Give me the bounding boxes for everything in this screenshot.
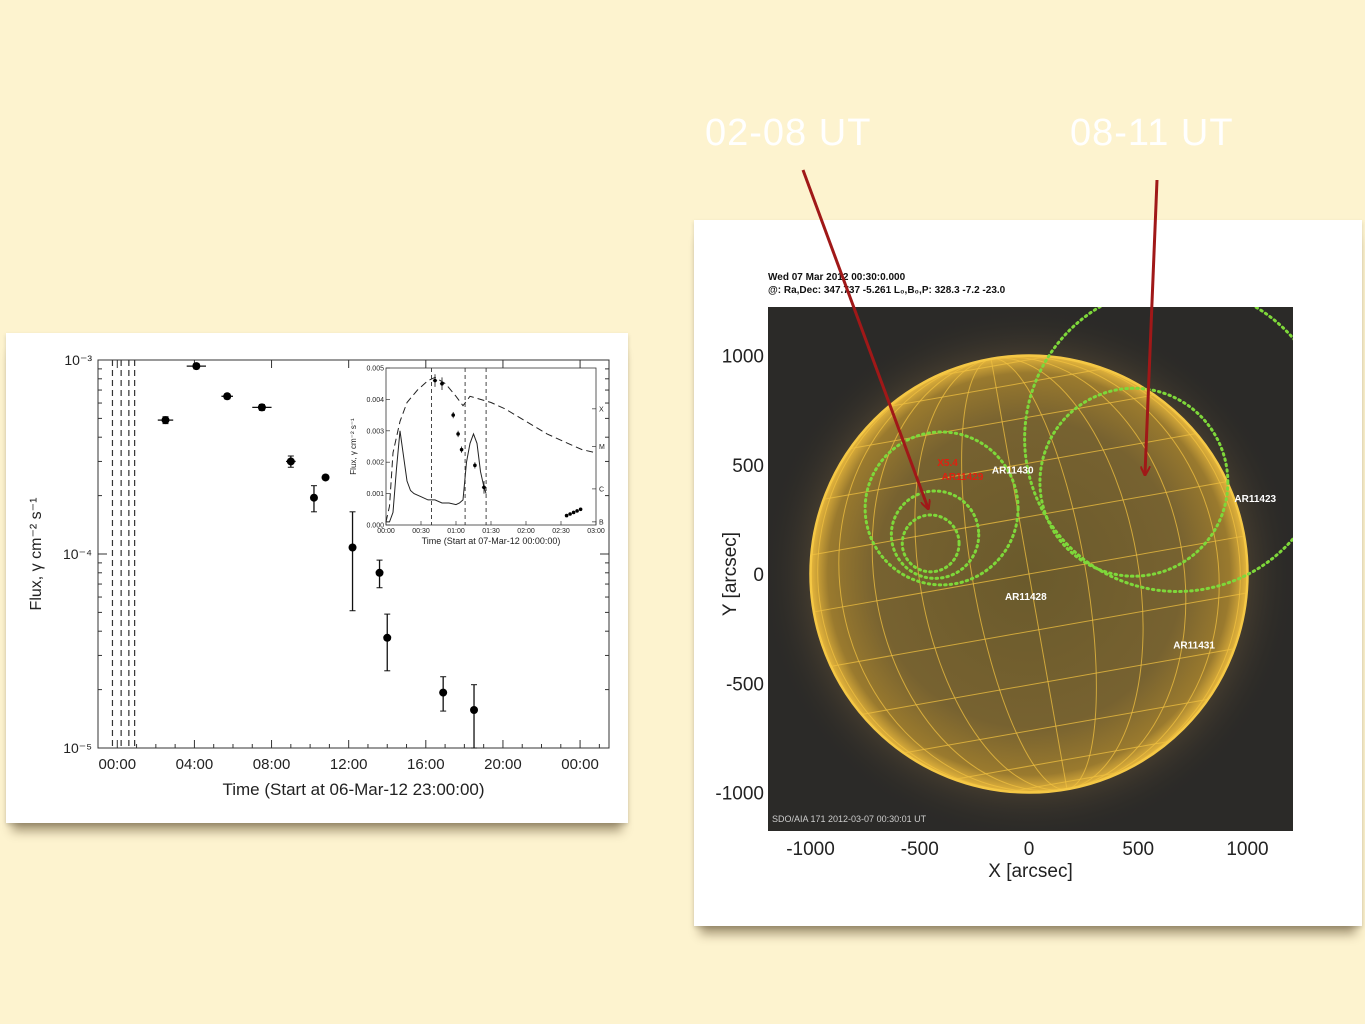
x-axis-label: X [arcsec] — [988, 861, 1072, 882]
longitude-line — [990, 358, 1097, 790]
y-axis-label: Y [arcsec] — [720, 532, 741, 616]
x-tick-label: -500 — [901, 839, 939, 860]
longitude-line — [990, 355, 1241, 790]
x-tick-label: 12:00 — [330, 756, 368, 773]
inset-right-tick-label: B — [599, 519, 604, 526]
inset-point — [578, 507, 583, 512]
inset-right-tick-label: X — [599, 406, 604, 413]
y-tick-label: 10⁻⁴ — [63, 546, 92, 562]
y-tick-label: -1000 — [715, 784, 764, 805]
longitude-line — [990, 355, 1220, 790]
data-point — [192, 362, 201, 371]
inset-point — [433, 378, 437, 383]
inset-point — [564, 513, 569, 518]
inset-point — [440, 381, 444, 386]
inset-y-tick-label: 0.005 — [366, 366, 384, 373]
y-tick-label: 500 — [732, 456, 764, 477]
x-axis-label: Time (Start at 06-Mar-12 23:00:00) — [222, 780, 484, 799]
inset-x-axis-label: Time (Start at 07-Mar-12 00:00:00) — [422, 536, 561, 546]
data-point — [470, 705, 479, 714]
data-point — [286, 457, 295, 466]
inset-x-tick-label: 00:00 — [377, 528, 395, 535]
x-tick-label: 1000 — [1226, 839, 1268, 860]
inset-y-tick-label: 0.002 — [366, 460, 384, 467]
x-tick-label: 16:00 — [407, 756, 445, 773]
annotation-label-right: 08-11 UT — [1070, 112, 1234, 154]
active-region-label: AR11431 — [1173, 640, 1215, 651]
y-tick-label: 1000 — [722, 347, 764, 368]
data-point — [223, 392, 232, 401]
data-point — [257, 403, 266, 412]
data-point — [348, 543, 357, 552]
region-circle — [1038, 386, 1230, 578]
image-footer: SDO/AIA 171 2012-03-07 00:30:01 UT — [772, 814, 927, 824]
image-header-line2: @: Ra,Dec: 347.737 -5.261 L₀,B₀,P: 328.3… — [768, 285, 1006, 296]
inset-y-tick-label: 0.000 — [366, 523, 384, 530]
x-tick-label: 0 — [1024, 839, 1035, 860]
inset-x-tick-label: 01:30 — [482, 528, 500, 535]
active-region-label: AR11430 — [992, 465, 1034, 476]
inset-point — [473, 463, 477, 468]
longitude-line — [990, 358, 1068, 790]
x-tick-label: 500 — [1122, 839, 1154, 860]
longitude-line — [961, 358, 1068, 790]
x-tick-label: 20:00 — [484, 756, 522, 773]
longitude-line — [990, 356, 1187, 790]
inset-series-line — [385, 376, 597, 523]
solar-image-svg: Wed 07 Mar 2012 00:30:0.000 @: Ra,Dec: 34… — [715, 272, 1293, 882]
active-region-label: AR11423 — [1234, 494, 1276, 505]
inset-y-tick-label: 0.001 — [366, 491, 384, 498]
image-header-line1: Wed 07 Mar 2012 00:30:0.000 — [768, 272, 906, 283]
active-region-label: AR11428 — [1005, 592, 1047, 603]
region-circle — [889, 489, 981, 580]
flux-plot-card: 10⁻⁵ 10⁻⁴ 10⁻³ 00:00 04:00 08:00 12:00 16:00 20:… — [6, 333, 628, 823]
inset-y-axis-label: Flux, γ cm⁻² s⁻¹ — [349, 418, 358, 475]
inset-point — [571, 510, 576, 515]
inset-point — [456, 432, 460, 436]
active-region-label: X5.4 — [937, 458, 958, 469]
annotation-label-left: 02-08 UT — [705, 112, 872, 154]
data-point — [383, 633, 392, 642]
inset-x-tick-label: 02:00 — [517, 528, 535, 535]
longitude-line — [914, 358, 1068, 791]
region-circle — [1023, 307, 1293, 593]
data-point — [161, 416, 170, 425]
inset-point — [482, 485, 486, 490]
longitude-line — [990, 357, 1144, 790]
inset-frame — [385, 367, 597, 526]
inset-x-tick-label: 02:30 — [552, 528, 570, 535]
y-tick-label: 10⁻⁵ — [63, 740, 92, 756]
data-point — [309, 493, 318, 502]
y-axis-label: Flux, γ cm⁻² s⁻¹ — [28, 498, 45, 611]
data-point — [321, 473, 330, 482]
inset-point — [451, 413, 456, 417]
x-tick-label: 08:00 — [253, 756, 291, 773]
inset-right-tick-label: C — [599, 486, 604, 493]
y-tick-label: 0 — [753, 565, 764, 586]
inset-y-tick-label: 0.004 — [366, 397, 384, 404]
data-point — [375, 568, 384, 577]
x-tick-label: 04:00 — [176, 756, 214, 773]
x-tick-label: 00:00 — [99, 756, 137, 773]
x-tick-label: 00:00 — [561, 756, 599, 773]
inset-right-tick-label: M — [599, 444, 605, 451]
inset-point — [459, 447, 464, 452]
inset-point — [575, 509, 579, 513]
flux-plot-svg: 10⁻⁵ 10⁻⁴ 10⁻³ 00:00 04:00 08:00 12:00 16:00 20:… — [28, 352, 610, 799]
y-tick-label: -500 — [726, 674, 764, 695]
inset-x-tick-label: 01:00 — [447, 528, 465, 535]
inset-point — [568, 512, 572, 516]
active-region-label: AR11429 — [942, 472, 984, 483]
region-circle — [863, 430, 1020, 587]
data-point — [439, 688, 448, 697]
y-tick-label: 10⁻³ — [64, 352, 92, 368]
solar-image-card: Wed 07 Mar 2012 00:30:0.000 @: Ra,Dec: 34… — [694, 220, 1362, 926]
region-circle — [900, 513, 961, 574]
inset-series-line — [386, 430, 487, 523]
inset-y-tick-label: 0.003 — [366, 428, 384, 435]
inset-x-tick-label: 03:00 — [587, 528, 605, 535]
x-tick-label: -1000 — [786, 839, 835, 860]
inset-x-tick-label: 00:30 — [412, 528, 430, 535]
